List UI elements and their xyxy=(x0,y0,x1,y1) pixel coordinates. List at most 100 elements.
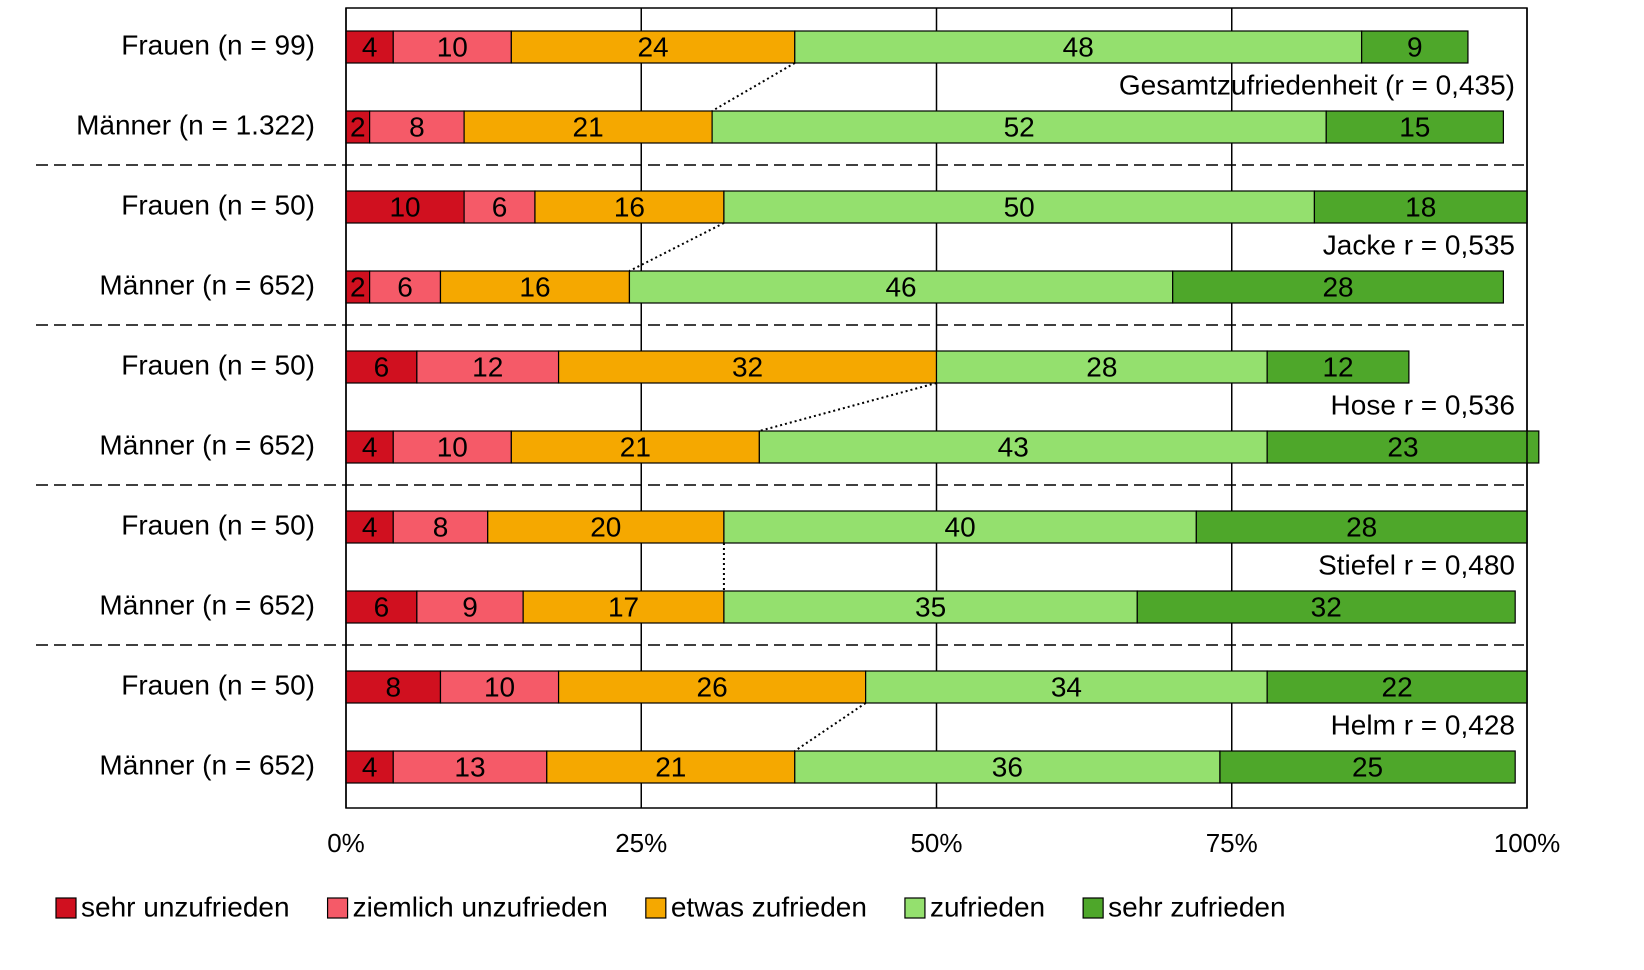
bar-segment xyxy=(628,270,1174,304)
data-label: 22 xyxy=(1382,671,1413,702)
data-label: 4 xyxy=(362,751,378,782)
data-label: 6 xyxy=(374,591,390,622)
bar-segment xyxy=(557,670,867,704)
annotation: Gesamtzufriedenheit (r = 0,435) xyxy=(1119,69,1515,100)
bar-segment xyxy=(1266,670,1528,704)
legend-swatch xyxy=(326,897,349,919)
connector xyxy=(711,62,796,112)
legend-swatch xyxy=(904,897,926,919)
legend-label: sehr zufrieden xyxy=(1108,891,1285,922)
data-label: 12 xyxy=(472,351,503,382)
y-tick-label: Frauen (n = 50) xyxy=(121,349,315,380)
bar-segment xyxy=(510,30,796,64)
data-label: 10 xyxy=(484,671,515,702)
bar-segment xyxy=(1266,350,1410,384)
data-label: 35 xyxy=(915,591,946,622)
bar-segment xyxy=(1136,590,1516,624)
data-label: 21 xyxy=(620,431,651,462)
y-tick-label: Männer (n = 652) xyxy=(99,589,315,620)
bar-segment xyxy=(723,510,1197,544)
annotation: Jacke r = 0,535 xyxy=(1323,229,1515,260)
bar-segment xyxy=(345,430,394,464)
data-label: 43 xyxy=(998,431,1029,462)
data-label: 28 xyxy=(1346,511,1377,542)
legend-swatch xyxy=(645,897,667,919)
bar-segment xyxy=(557,350,938,384)
bar-segment xyxy=(723,590,1138,624)
data-label: 8 xyxy=(409,111,425,142)
legend-swatch xyxy=(1082,897,1104,919)
data-label: 20 xyxy=(590,511,621,542)
data-label: 4 xyxy=(362,511,378,542)
legend-label: zufrieden xyxy=(930,891,1045,922)
data-label: 6 xyxy=(492,191,508,222)
connector xyxy=(794,702,867,752)
legend-swatch xyxy=(55,897,77,919)
bar-segment xyxy=(392,30,512,64)
data-label: 26 xyxy=(697,671,728,702)
data-label: 21 xyxy=(655,751,686,782)
bar-segment xyxy=(463,110,713,144)
data-label: 16 xyxy=(614,191,645,222)
bar-segment xyxy=(723,190,1316,224)
bar-segment xyxy=(392,510,489,544)
y-tick-label: Männer (n = 1.322) xyxy=(76,109,315,140)
data-label: 13 xyxy=(454,751,485,782)
data-label: 28 xyxy=(1322,271,1353,302)
bar-segment xyxy=(711,110,1327,144)
annotation: Stiefel r = 0,480 xyxy=(1318,549,1515,580)
x-tick-label: 50% xyxy=(910,828,962,858)
bar-segment xyxy=(392,430,512,464)
data-label: 10 xyxy=(437,431,468,462)
y-tick-label: Frauen (n = 50) xyxy=(121,669,315,700)
data-label: 34 xyxy=(1051,671,1082,702)
data-label: 4 xyxy=(362,431,378,462)
data-label: 40 xyxy=(945,511,976,542)
data-label: 4 xyxy=(362,31,378,62)
bar-segment xyxy=(534,190,725,224)
bar-segment xyxy=(1172,270,1504,304)
bar-segment xyxy=(369,110,465,144)
bar-segment xyxy=(758,430,1268,464)
y-tick-label: Männer (n = 652) xyxy=(99,429,315,460)
bar-segment xyxy=(416,350,560,384)
bar-segment xyxy=(1313,190,1528,224)
data-label: 10 xyxy=(437,31,468,62)
data-label: 17 xyxy=(608,591,639,622)
bar-segment xyxy=(546,750,796,784)
bar-segment xyxy=(439,270,631,304)
bar-segment xyxy=(935,350,1268,384)
data-label: 2 xyxy=(350,271,366,302)
bar-segment xyxy=(865,670,1268,704)
bar-segment xyxy=(1325,110,1504,144)
data-label: 32 xyxy=(732,351,763,382)
data-label: 28 xyxy=(1086,351,1117,382)
bar-segment xyxy=(1361,30,1469,64)
y-tick-label: Frauen (n = 50) xyxy=(121,189,315,220)
data-label: 6 xyxy=(374,351,390,382)
data-label: 16 xyxy=(519,271,550,302)
data-label: 10 xyxy=(389,191,420,222)
data-label: 23 xyxy=(1387,431,1418,462)
legend-label: etwas zufrieden xyxy=(671,891,867,922)
x-tick-label: 25% xyxy=(615,828,667,858)
bar-segment xyxy=(1195,510,1528,544)
bar-segment xyxy=(345,190,465,224)
y-tick-label: Männer (n = 652) xyxy=(99,749,315,780)
connector xyxy=(759,382,937,432)
x-tick-label: 0% xyxy=(327,828,365,858)
data-label: 32 xyxy=(1311,591,1342,622)
data-label: 8 xyxy=(433,511,449,542)
data-label: 48 xyxy=(1063,31,1094,62)
y-tick-label: Männer (n = 652) xyxy=(99,269,315,300)
x-tick-label: 75% xyxy=(1206,828,1258,858)
data-label: 21 xyxy=(573,111,604,142)
data-label: 18 xyxy=(1405,191,1436,222)
bar-segment xyxy=(794,30,1363,64)
bar-segment xyxy=(1266,430,1540,464)
data-label: 12 xyxy=(1322,351,1353,382)
data-label: 46 xyxy=(885,271,916,302)
data-label: 50 xyxy=(1004,191,1035,222)
data-label: 15 xyxy=(1399,111,1430,142)
annotation: Helm r = 0,428 xyxy=(1331,709,1515,740)
